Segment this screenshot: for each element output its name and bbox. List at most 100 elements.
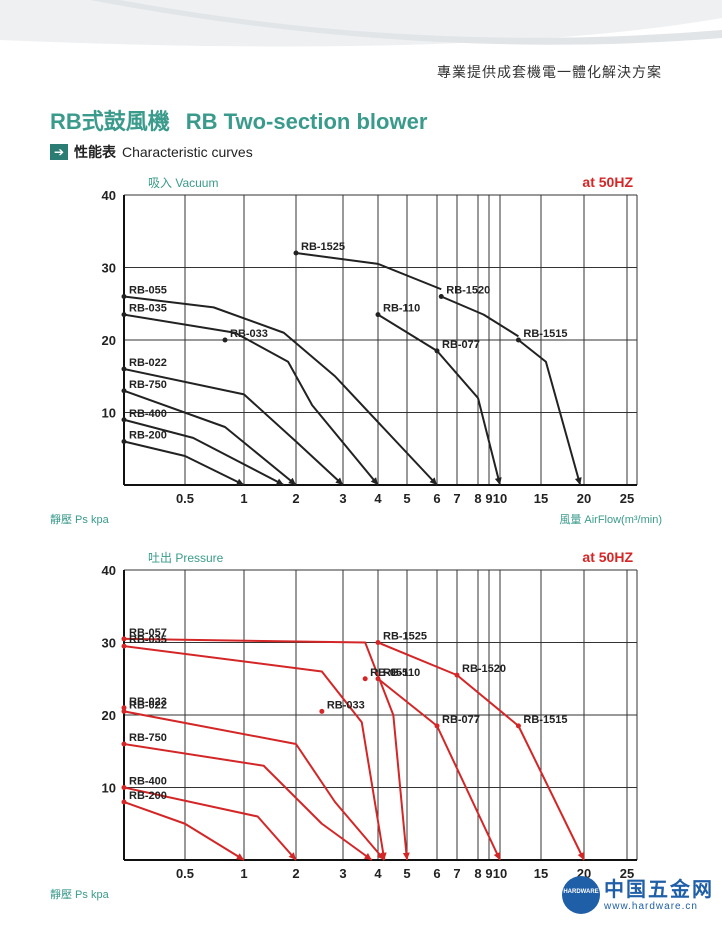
x-tick-label: 2 — [292, 491, 299, 506]
frequency-label: at 50HZ — [582, 174, 633, 190]
series-line — [436, 350, 501, 486]
x-tick-label: 3 — [339, 866, 346, 881]
series-label: RB-035 — [129, 634, 167, 646]
arrow-head-icon — [493, 852, 501, 860]
arrow-head-icon — [335, 477, 343, 485]
series-line — [123, 389, 297, 486]
data-point — [121, 312, 127, 318]
series-rb-035: RB-035 — [121, 634, 387, 861]
arrow-head-icon — [288, 477, 296, 485]
x-tick-label: 2 — [292, 866, 299, 881]
series-label: RB-400 — [129, 408, 167, 420]
data-point — [375, 676, 381, 682]
series-label: RB-200 — [129, 790, 167, 802]
series-label: RB-1525 — [383, 631, 427, 643]
data-point — [434, 348, 440, 354]
arrow-right-icon: ➔ — [50, 144, 68, 160]
chart-title: 吐出 Pressure — [148, 551, 224, 565]
x-tick-label: 0.5 — [176, 491, 194, 506]
series-line — [377, 641, 585, 861]
x-tick-label: 20 — [577, 491, 591, 506]
frequency-label: at 50HZ — [582, 549, 633, 565]
series-line — [123, 786, 297, 861]
series-rb-035: RB-035 — [121, 303, 379, 486]
title-chinese: RB式鼓風機 — [50, 109, 170, 134]
series-rb-055: RB-055 — [121, 285, 438, 486]
series-line — [123, 295, 438, 486]
series-label: RB-400 — [129, 776, 167, 788]
x-tick-label: 8 — [474, 491, 481, 506]
globe-icon: HARDWARE — [562, 876, 600, 914]
series-rb-400: RB-400 — [121, 776, 297, 861]
data-point — [121, 741, 127, 747]
section-title-chinese: 性能表 — [74, 144, 116, 160]
series-rb-1515: RB-1515 — [515, 714, 567, 729]
series-label: RB-1515 — [523, 714, 567, 726]
x-tick-label: 7 — [453, 491, 460, 506]
x-tick-label: 15 — [534, 866, 548, 881]
series-rb-033: RB-033 — [319, 699, 365, 714]
series-label: RB-023 — [129, 696, 167, 708]
series-rb-750: RB-750 — [121, 732, 373, 861]
series-rb-055: RB-055 — [362, 667, 408, 682]
series-label: RB-033 — [327, 699, 365, 711]
watermark-badge: HARDWARE — [563, 889, 599, 895]
y-tick-label: 30 — [102, 636, 116, 651]
title-english: RB Two-section blower — [185, 109, 428, 134]
x-tick-label: 10 — [493, 866, 507, 881]
series-line — [123, 801, 245, 861]
data-point — [121, 366, 127, 372]
data-point — [121, 636, 127, 642]
series-rb-400: RB-400 — [121, 408, 285, 486]
series-rb-1520: RB-1520 — [454, 663, 506, 678]
data-point — [515, 337, 521, 343]
series-label: RB-110 — [383, 667, 420, 679]
series-label: RB-200 — [129, 430, 167, 442]
x-tick-label: 1 — [240, 866, 247, 881]
series-line — [295, 252, 442, 291]
series-rb-110: RB-110 — [375, 303, 438, 352]
x-tick-label: 5 — [403, 866, 410, 881]
series-label: RB-077 — [442, 339, 480, 351]
page-title: RB式鼓風機 RB Two-section blower — [50, 104, 427, 136]
company-tagline: 專業提供成套機電一體化解決方案 — [437, 64, 662, 80]
x-tick-label: 4 — [374, 866, 382, 881]
arrow-head-icon — [377, 852, 385, 860]
series-label: RB-055 — [370, 667, 408, 679]
data-point — [454, 672, 460, 678]
series-line — [123, 418, 285, 486]
chart-title: 吸入 Vacuum — [148, 176, 218, 190]
series-line — [123, 368, 344, 486]
series-rb-077: RB-077 — [434, 714, 480, 729]
data-point — [362, 676, 368, 682]
x-tick-label: 25 — [620, 491, 634, 506]
arrow-head-icon — [363, 852, 372, 860]
series-rb-1525: RB-1525 — [375, 631, 585, 861]
arrow-head-icon — [288, 852, 296, 860]
series-rb-022: RB-022 — [121, 699, 386, 861]
data-point — [121, 708, 127, 714]
arrow-head-icon — [370, 477, 378, 485]
data-point — [121, 439, 127, 444]
series-line — [517, 339, 582, 486]
data-point — [121, 294, 127, 299]
y-tick-label: 40 — [102, 563, 116, 578]
y-axis-label: 靜壓 Ps kpa — [50, 512, 110, 526]
data-point — [222, 337, 228, 343]
x-axis-label: 風量 AirFlow(m³/min) — [559, 513, 662, 526]
y-tick-label: 40 — [102, 188, 116, 203]
series-rb-750: RB-750 — [121, 379, 297, 486]
x-tick-label: 5 — [403, 491, 410, 506]
x-tick-label: 0.5 — [176, 866, 194, 881]
series-label: RB-022 — [129, 357, 167, 369]
x-tick-label: 1 — [240, 491, 247, 506]
series-line — [123, 645, 386, 861]
y-axis-label: 靜壓 Ps kpa — [50, 887, 110, 901]
series-label: RB-1525 — [301, 241, 345, 253]
series-rb-022: RB-022 — [121, 357, 344, 486]
data-point — [515, 723, 521, 729]
y-tick-label: 10 — [102, 406, 116, 421]
arrow-head-icon — [236, 478, 244, 485]
